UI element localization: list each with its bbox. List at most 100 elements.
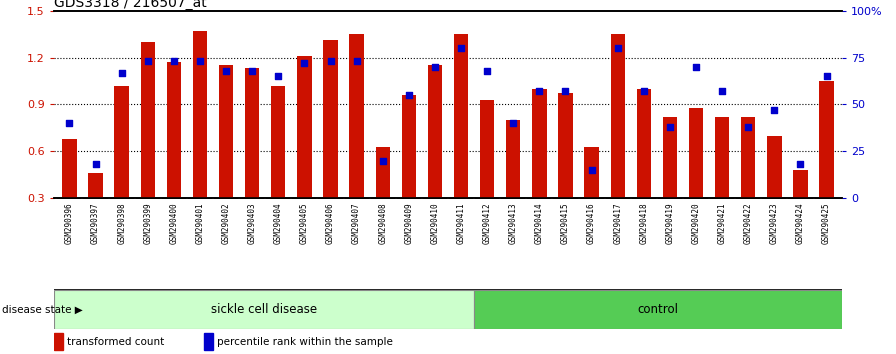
Point (375, 158, 390, 164)
Point (115, 70, 129, 75)
Text: GSM290420: GSM290420 (692, 203, 701, 245)
Point (89, 162, 103, 167)
Point (689, 64, 703, 70)
Bar (54, 333, 64, 350)
Bar (558, 93, 573, 198)
Bar (637, 89, 651, 198)
Point (297, 60, 312, 66)
Point (427, 64, 442, 70)
Point (767, 107, 781, 113)
Text: GSM290402: GSM290402 (221, 203, 230, 245)
Bar (689, 108, 703, 198)
Text: GSM290397: GSM290397 (91, 203, 100, 245)
Text: GSM290408: GSM290408 (378, 203, 387, 245)
Text: GSM290415: GSM290415 (561, 203, 570, 245)
Bar (715, 117, 729, 198)
Point (193, 58, 207, 64)
Text: GSM290404: GSM290404 (274, 203, 283, 245)
Text: GSM290406: GSM290406 (326, 203, 335, 245)
Bar (245, 68, 259, 198)
Bar (663, 117, 677, 198)
Bar (323, 40, 338, 198)
Bar (480, 100, 495, 198)
Text: GSM290413: GSM290413 (509, 203, 518, 245)
Text: GSM290396: GSM290396 (65, 203, 74, 245)
Text: GSM290421: GSM290421 (718, 203, 727, 245)
Point (715, 88, 729, 94)
Text: GSM290403: GSM290403 (247, 203, 256, 245)
Point (637, 88, 651, 94)
Text: GSM290422: GSM290422 (744, 203, 753, 245)
Bar (401, 95, 416, 198)
Text: GSM290418: GSM290418 (640, 203, 649, 245)
Text: control: control (638, 303, 679, 316)
Point (663, 124, 677, 130)
Bar (793, 170, 807, 198)
Point (349, 58, 364, 64)
Point (820, 74, 834, 79)
Point (741, 124, 755, 130)
Bar (141, 42, 155, 198)
Text: GSM290416: GSM290416 (587, 203, 596, 245)
Bar (271, 86, 286, 198)
Bar (219, 65, 233, 198)
Bar (474, 290, 842, 329)
Text: GSM290410: GSM290410 (430, 203, 439, 245)
Text: GSM290398: GSM290398 (117, 203, 126, 245)
Bar (820, 81, 834, 198)
Point (480, 68, 495, 74)
Text: GSM290423: GSM290423 (770, 203, 779, 245)
Point (141, 58, 155, 64)
Bar (62, 139, 76, 198)
Bar (89, 173, 103, 198)
Point (401, 92, 416, 98)
Bar (454, 34, 469, 198)
Bar (193, 31, 207, 198)
Bar (54, 290, 474, 329)
Point (532, 88, 547, 94)
Point (167, 58, 181, 64)
Bar (767, 136, 781, 198)
Text: percentile rank within the sample: percentile rank within the sample (217, 337, 392, 347)
Bar (506, 120, 521, 198)
Text: GSM290412: GSM290412 (483, 203, 492, 245)
Point (245, 68, 259, 74)
Bar (203, 333, 213, 350)
Point (610, 45, 625, 51)
Text: GSM290400: GSM290400 (169, 203, 178, 245)
Bar (115, 86, 129, 198)
Point (584, 167, 599, 173)
Point (793, 162, 807, 167)
Text: sickle cell disease: sickle cell disease (211, 303, 317, 316)
Point (506, 120, 521, 126)
Text: GSM290405: GSM290405 (300, 203, 309, 245)
Text: GSM290409: GSM290409 (404, 203, 413, 245)
Point (323, 58, 338, 64)
Text: GSM290399: GSM290399 (143, 203, 152, 245)
Point (62, 120, 76, 126)
Point (219, 68, 233, 74)
Text: GSM290419: GSM290419 (666, 203, 675, 245)
Text: GSM290414: GSM290414 (535, 203, 544, 245)
Bar (297, 56, 312, 198)
Bar (532, 89, 547, 198)
Bar (584, 147, 599, 198)
Text: GSM290417: GSM290417 (613, 203, 622, 245)
Bar (427, 65, 442, 198)
Bar (349, 34, 364, 198)
Point (558, 88, 573, 94)
Text: transformed count: transformed count (67, 337, 164, 347)
Point (271, 74, 286, 79)
Bar (375, 147, 390, 198)
Text: GSM290424: GSM290424 (796, 203, 805, 245)
Text: GSM290401: GSM290401 (195, 203, 204, 245)
Text: GSM290425: GSM290425 (822, 203, 831, 245)
Bar (610, 34, 625, 198)
Bar (167, 62, 181, 198)
Text: GSM290407: GSM290407 (352, 203, 361, 245)
Point (454, 45, 469, 51)
Text: GSM290411: GSM290411 (457, 203, 466, 245)
Bar (741, 117, 755, 198)
Text: GDS3318 / 216507_at: GDS3318 / 216507_at (54, 0, 206, 10)
Text: disease state ▶: disease state ▶ (2, 305, 82, 315)
